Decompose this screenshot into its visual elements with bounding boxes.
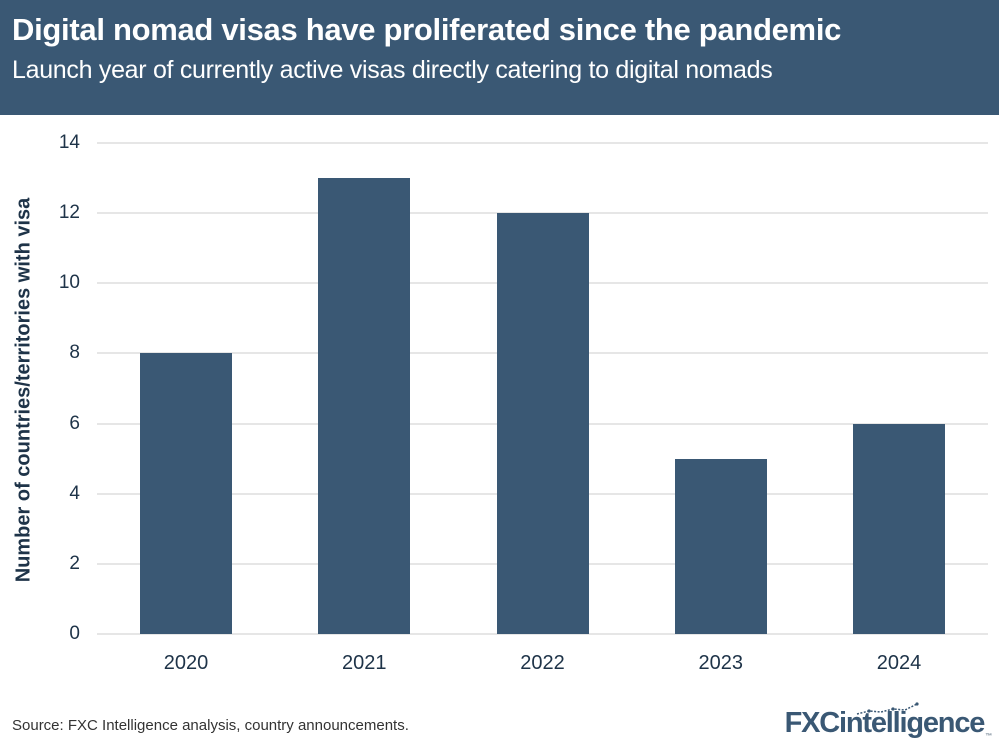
logo-fxc-text: FXC: [784, 707, 841, 739]
y-tick-label: 0: [69, 623, 80, 644]
chart-subtitle: Launch year of currently active visas di…: [12, 56, 773, 84]
y-axis-label: Number of countries/territories with vis…: [12, 197, 35, 583]
bar-2021[interactable]: [318, 178, 411, 634]
y-tick-label: 10: [58, 272, 80, 294]
y-tick-label: 2: [69, 552, 80, 574]
y-tick-label: 8: [69, 342, 80, 364]
logo-line-icon: [856, 702, 919, 715]
x-tick-label: 2023: [698, 652, 744, 674]
bar-2024[interactable]: [853, 423, 945, 634]
gridline: [97, 142, 988, 144]
y-tick-label: 12: [58, 202, 80, 224]
y-tick-label: 4: [69, 482, 80, 504]
bar-2023[interactable]: [674, 458, 767, 634]
fxc-intelligence-logo: FXC intelligence ™: [784, 702, 992, 740]
chart-title: Digital nomad visas have proliferated si…: [12, 12, 842, 47]
y-tick-label: 14: [58, 132, 80, 153]
x-tick-label: 2020: [163, 652, 209, 674]
source-note: Source: FXC Intelligence analysis, count…: [12, 717, 409, 734]
logo-trademark: ™: [985, 733, 992, 740]
gridline: [97, 633, 988, 635]
y-tick-label: 6: [69, 412, 80, 434]
x-tick-label: 2021: [342, 652, 387, 674]
bar-2020[interactable]: [140, 353, 232, 634]
chart-header: Digital nomad visas have proliferated si…: [0, 0, 999, 115]
x-tick-label: 2024: [876, 652, 922, 674]
x-tick-label: 2022: [520, 652, 565, 674]
bar-2022[interactable]: [496, 213, 589, 634]
